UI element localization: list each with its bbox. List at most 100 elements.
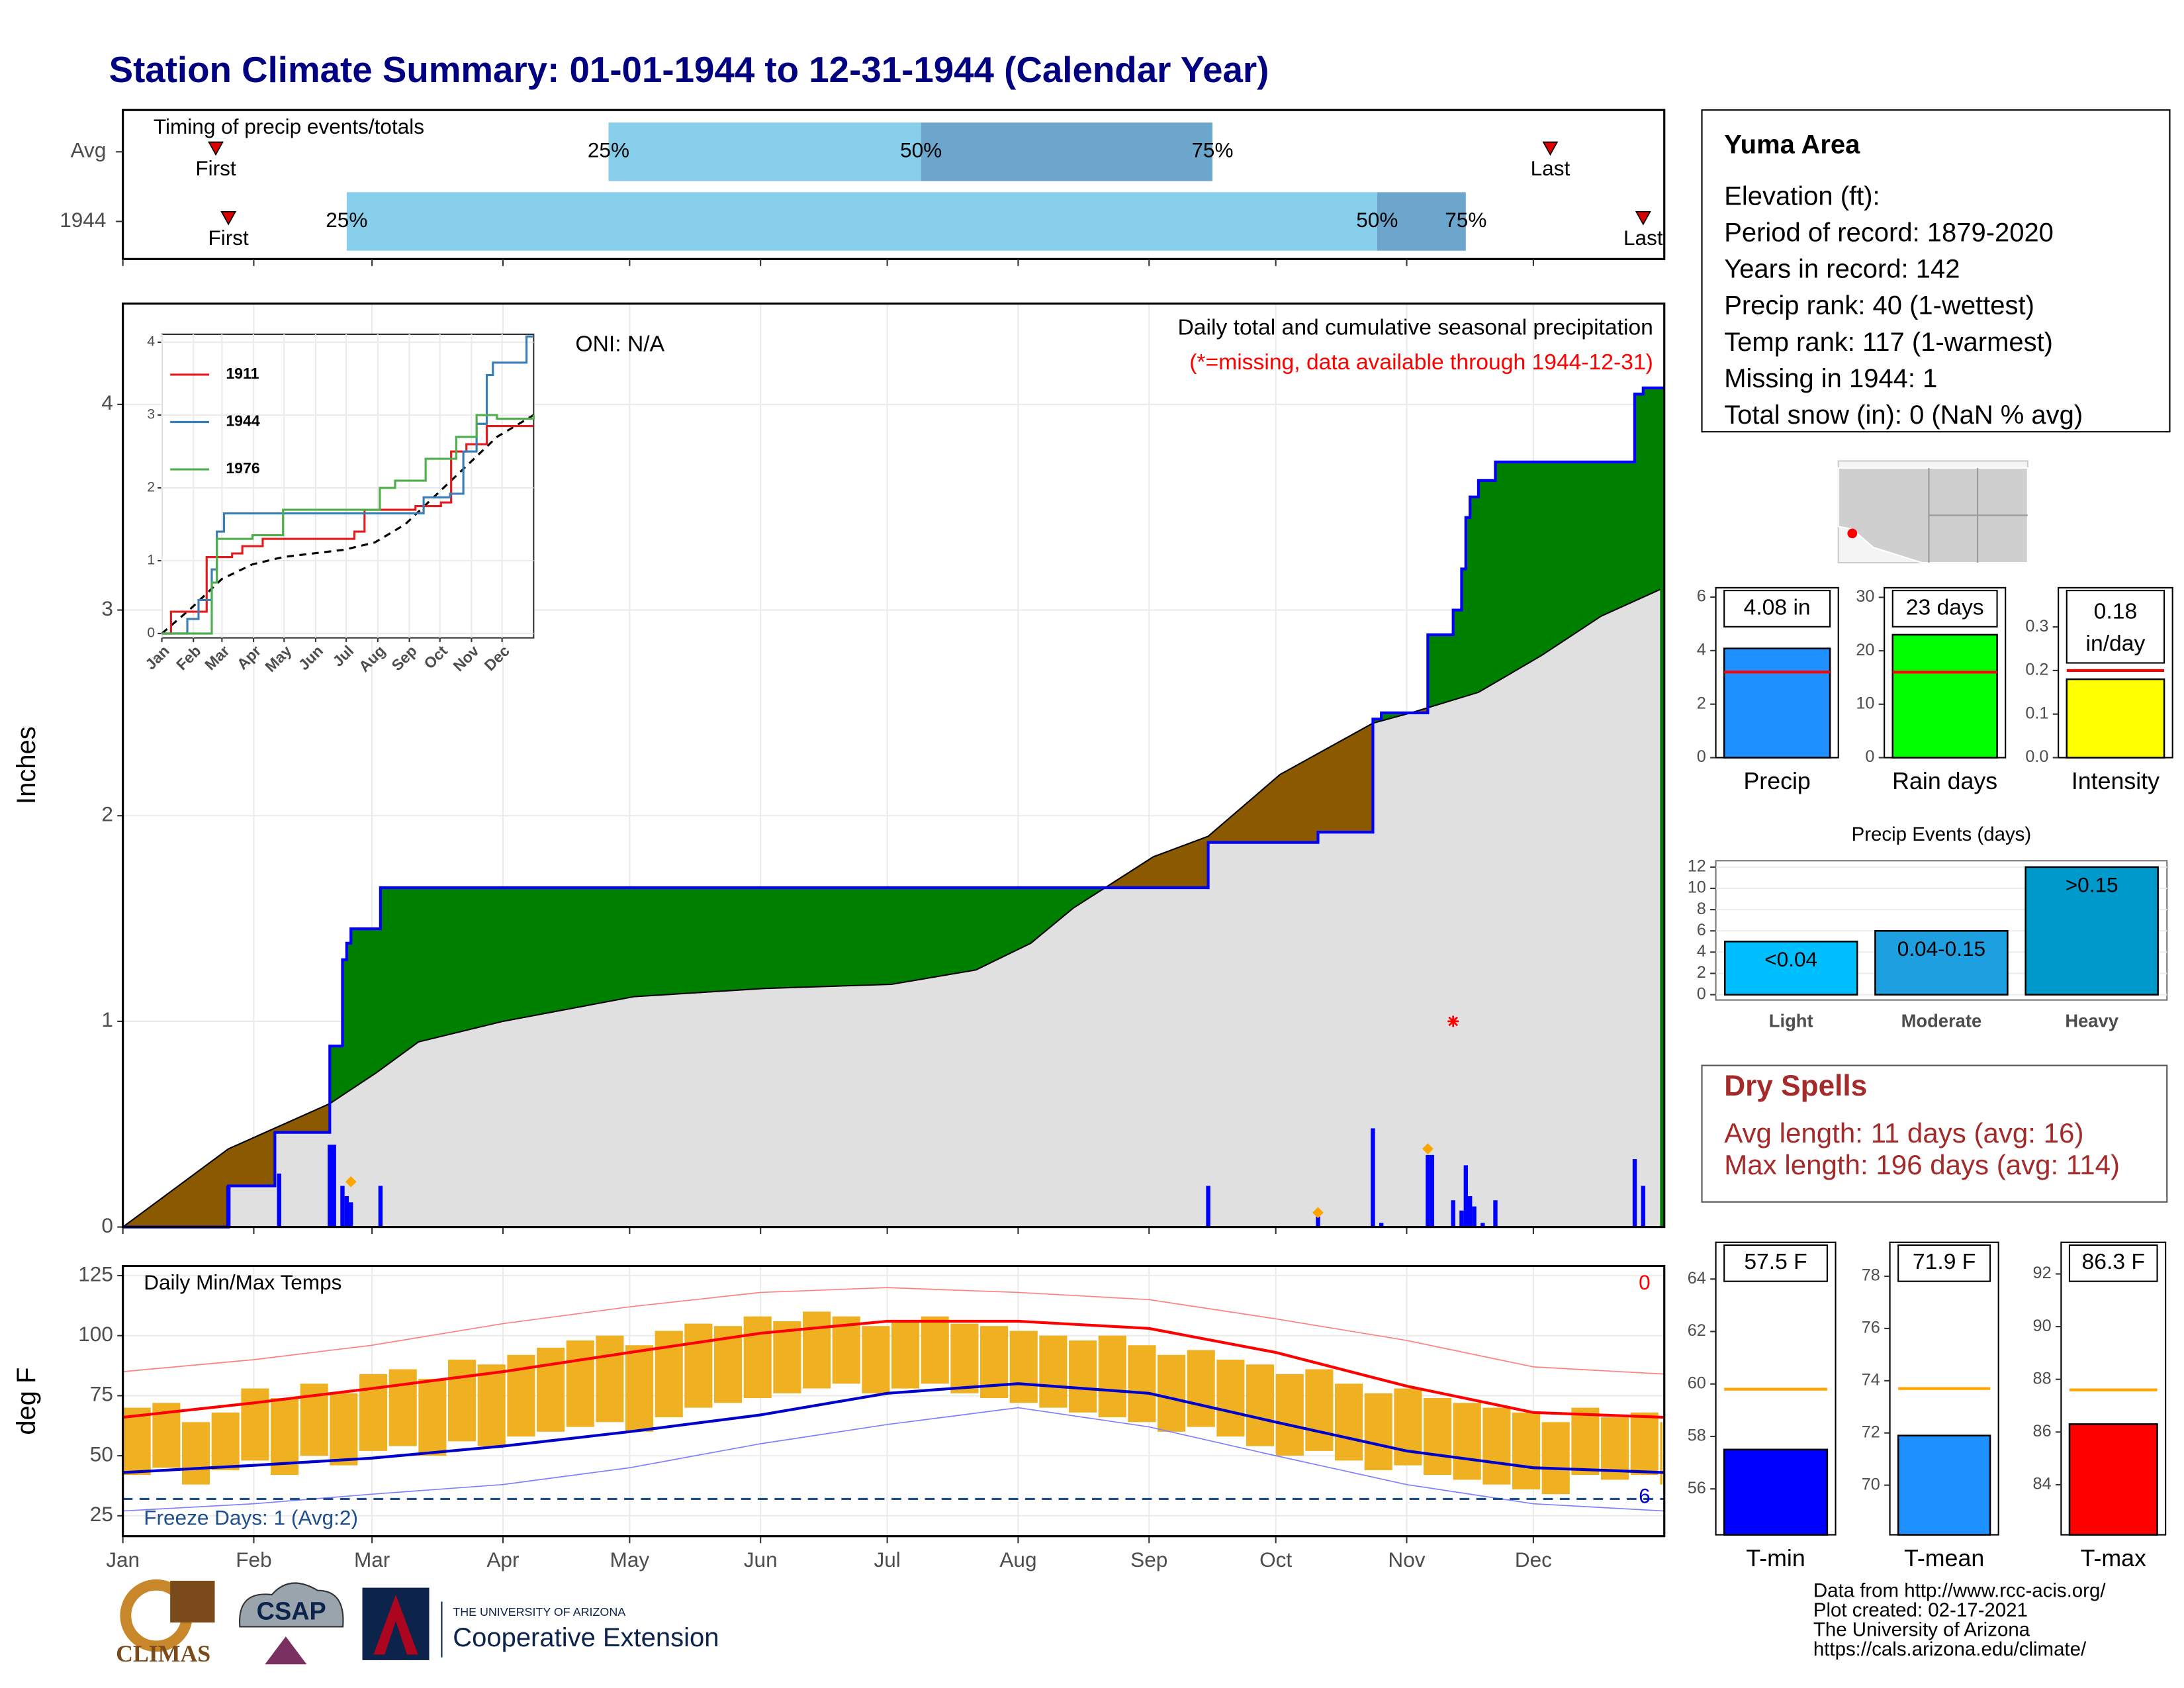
daily-bar (1632, 1159, 1637, 1227)
temp-range-bar (566, 1340, 594, 1427)
legend-label: 1976 (226, 459, 260, 477)
dry-spells-line: Avg length: 11 days (avg: 16) (1724, 1117, 2083, 1149)
value-label: 23 days (1906, 595, 1984, 620)
logo-text: THE UNIVERSITY OF ARIZONA (453, 1605, 625, 1618)
value-box (1723, 1244, 1828, 1282)
row-label: 1944 (60, 208, 106, 232)
series-line (161, 335, 534, 635)
bar (1723, 941, 1858, 996)
daily-bar (1379, 1223, 1384, 1227)
y-tick-label: 4 (1697, 942, 1706, 961)
temp-range-bar (773, 1321, 801, 1393)
temp-range-bar (1482, 1407, 1511, 1485)
daily-bar (1426, 1154, 1430, 1227)
y-tick-label: 75 (90, 1382, 113, 1406)
y-tick-label: 6 (1697, 921, 1706, 939)
bar (2068, 1423, 2158, 1536)
event-label: First (208, 226, 250, 250)
temp-range-bar (596, 1335, 624, 1423)
temp-range-bar (1571, 1407, 1600, 1476)
y-tick-label: 6 (1697, 587, 1706, 606)
value-label: 57.5 F (1744, 1250, 1807, 1274)
temp-range-bar (1275, 1374, 1304, 1456)
temp-range-bar (1394, 1388, 1422, 1466)
x-tick-label: Jul (874, 1548, 900, 1571)
temp-range-bar (802, 1311, 831, 1389)
normal-area (122, 589, 1661, 1227)
logo-text: CLIMAS (116, 1640, 210, 1667)
x-tick-label: Nov (1388, 1548, 1425, 1571)
temp-range-bar (1335, 1383, 1363, 1461)
quartile-label: 50% (1356, 208, 1398, 232)
bar (2025, 866, 2159, 996)
quartile-label: 75% (1191, 138, 1233, 162)
temp-range-bar (330, 1393, 358, 1466)
quartile-label: 25% (588, 138, 629, 162)
info-line: Elevation (ft): (1724, 181, 1880, 211)
y-tick-label: 92 (2033, 1264, 2052, 1282)
temp-range-bar (1660, 1422, 1663, 1485)
daily-bar (1480, 1223, 1485, 1227)
y-tick-label: 78 (1862, 1266, 1880, 1285)
value-label: 86.3 F (2082, 1250, 2145, 1274)
daily-bar (340, 1186, 345, 1227)
daily-bar (1463, 1165, 1469, 1227)
info-line: Temp rank: 117 (1-warmest) (1724, 328, 2053, 357)
station-dot (1847, 528, 1858, 539)
value-box (1723, 590, 1831, 628)
daily-bar (1371, 1128, 1375, 1227)
temp-range-bar (241, 1388, 269, 1461)
y-tick-label: 0.2 (2025, 661, 2048, 679)
record-max-line (122, 1287, 1664, 1375)
y-tick-label: 1 (147, 553, 155, 568)
dry-spells-line: Max length: 196 days (avg: 114) (1724, 1149, 2120, 1180)
event-label: Last (1623, 226, 1663, 250)
temp-range-bar (1098, 1335, 1126, 1418)
y-tick-label: 74 (1862, 1370, 1880, 1389)
info-line: Total snow (in): 0 (NaN % avg) (1724, 400, 2083, 430)
location-map (1837, 460, 2028, 564)
dry-spells-box (1701, 1064, 2168, 1203)
y-tick-label: 10 (1856, 694, 1874, 713)
temp-range-bar (1541, 1422, 1570, 1495)
temp-range-bar (1630, 1412, 1659, 1476)
y-tick-label: 2 (1697, 694, 1706, 712)
daily-bar (332, 1145, 336, 1227)
plot-frame (122, 1264, 1666, 1538)
bar (1723, 647, 1831, 759)
quartile-bar (608, 122, 921, 181)
missing-marker (1447, 1015, 1459, 1027)
x-tick-label: Light (1769, 1011, 1813, 1031)
oni-label: ONI: N/A (575, 332, 664, 357)
x-label: T-mean (1904, 1545, 1984, 1571)
y-tick-label: 20 (1856, 641, 1874, 659)
credit-line: The University of Arizona (1813, 1619, 2030, 1641)
average-line (161, 414, 535, 635)
temp-range-bar (211, 1412, 240, 1470)
hot-count: 0 (1639, 1270, 1651, 1294)
temp-range-bar (1187, 1350, 1215, 1427)
y-tick-label: 90 (2033, 1317, 2052, 1335)
legend-label: 1911 (226, 365, 259, 382)
series-line (161, 414, 535, 635)
y-tick-label: 2 (147, 480, 155, 495)
value-box (2068, 1244, 2158, 1282)
y-tick-label: 0 (1697, 984, 1706, 1003)
y-tick-label: 1 (101, 1008, 113, 1031)
temp-range-bar (1128, 1345, 1156, 1423)
value-box (2066, 590, 2165, 664)
daily-bar (1206, 1186, 1210, 1227)
y-tick-label: 100 (78, 1322, 113, 1346)
row-label: Avg (71, 138, 107, 162)
x-tick-label: Jan (106, 1548, 140, 1571)
temp-range-bar (122, 1407, 151, 1476)
temp-range-bar (891, 1321, 920, 1389)
plot-frame (122, 303, 1666, 1229)
value-box (1891, 590, 1998, 628)
bar (1891, 633, 1998, 759)
info-line: Precip rank: 40 (1-wettest) (1724, 291, 2034, 320)
event-marker (1635, 211, 1651, 226)
info-line: Missing in 1944: 1 (1724, 364, 1937, 393)
temp-range-bar (1246, 1364, 1275, 1446)
